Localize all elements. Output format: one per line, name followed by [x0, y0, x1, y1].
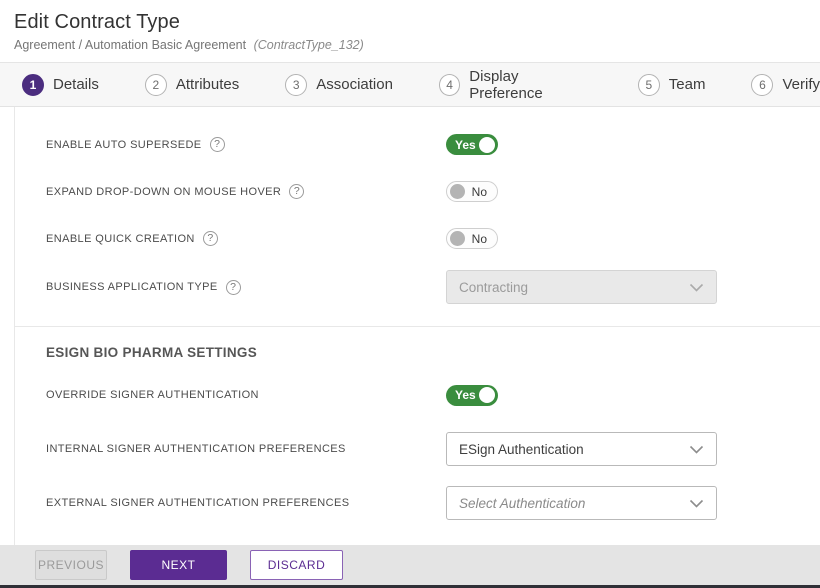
form-row-override-signer-authentication: OVERRIDE SIGNER AUTHENTICATION Yes — [46, 368, 820, 422]
field-label-wrap: EXPAND DROP-DOWN ON MOUSE HOVER ? — [46, 184, 446, 199]
field-label-wrap: ENABLE QUICK CREATION ? — [46, 231, 446, 246]
breadcrumb: Agreement / Automation Basic Agreement (… — [14, 38, 820, 52]
page-header: Edit Contract Type Agreement / Automatio… — [0, 0, 820, 62]
esign-bio-pharma-section-title: ESIGN BIO PHARMA SETTINGS — [46, 345, 258, 360]
help-icon[interactable]: ? — [225, 279, 241, 295]
select-placeholder: Select Authentication — [459, 495, 586, 511]
details-form: ENABLE AUTO SUPERSEDE ? Yes EXPAND DROP-… — [14, 107, 820, 545]
section-divider — [15, 326, 820, 327]
internal-signer-authentication-select[interactable]: ESign Authentication — [446, 432, 717, 466]
breadcrumb-contract-type-id: (ContractType_132) — [253, 38, 364, 52]
field-label: EXTERNAL SIGNER AUTHENTICATION PREFERENC… — [46, 497, 350, 509]
business-application-type-select: Contracting — [446, 270, 717, 304]
toggle-state-label: No — [471, 231, 487, 246]
toggle-knob — [479, 387, 495, 403]
step-number: 2 — [144, 73, 167, 96]
field-label-wrap: OVERRIDE SIGNER AUTHENTICATION — [46, 389, 446, 401]
step-attributes[interactable]: 2 Attributes — [144, 73, 240, 96]
step-details[interactable]: 1 Details — [22, 73, 99, 96]
next-button[interactable]: NEXT — [130, 550, 227, 580]
form-row-internal-signer-auth-preferences: INTERNAL SIGNER AUTHENTICATION PREFERENC… — [46, 422, 820, 476]
form-row-enable-quick-creation: ENABLE QUICK CREATION ? No — [46, 215, 820, 262]
wizard-footer: PREVIOUS NEXT DISCARD — [0, 545, 820, 585]
field-label: ENABLE AUTO SUPERSEDE — [46, 138, 202, 151]
form-row-business-application-type: BUSINESS APPLICATION TYPE ? Contracting — [46, 262, 820, 312]
step-label: Details — [53, 76, 99, 93]
help-icon[interactable]: ? — [209, 137, 225, 152]
override-signer-authentication-toggle[interactable]: Yes — [446, 384, 498, 406]
step-label: Association — [316, 76, 393, 93]
toggle-state-label: Yes — [455, 388, 476, 402]
step-label: Verify — [782, 76, 820, 93]
chevron-down-icon — [689, 283, 704, 292]
step-label: Attributes — [175, 76, 240, 93]
breadcrumb-path: Agreement / Automation Basic Agreement — [14, 38, 247, 52]
chevron-down-icon — [689, 499, 704, 508]
step-number: 6 — [751, 73, 774, 96]
step-association[interactable]: 3 Association — [285, 73, 393, 96]
form-row-external-signer-auth-preferences: EXTERNAL SIGNER AUTHENTICATION PREFERENC… — [46, 476, 820, 530]
step-number: 3 — [285, 73, 308, 96]
help-icon[interactable]: ? — [202, 231, 218, 246]
form-row-enable-auto-supersede: ENABLE AUTO SUPERSEDE ? Yes — [46, 121, 820, 168]
field-label-wrap: ENABLE AUTO SUPERSEDE ? — [46, 137, 446, 152]
step-label: Display Preference — [469, 67, 543, 102]
enable-auto-supersede-toggle[interactable]: Yes — [446, 134, 498, 155]
toggle-knob — [450, 184, 465, 199]
chevron-down-icon — [689, 445, 704, 454]
field-label: OVERRIDE SIGNER AUTHENTICATION — [46, 389, 259, 401]
step-team[interactable]: 5 Team — [637, 73, 706, 96]
step-label: Team — [668, 76, 706, 93]
field-label: ENABLE QUICK CREATION — [46, 232, 195, 245]
page-title: Edit Contract Type — [14, 11, 180, 33]
wizard-stepper: 1 Details 2 Attributes 3 Association 4 D… — [0, 62, 820, 107]
field-label-wrap: EXTERNAL SIGNER AUTHENTICATION PREFERENC… — [46, 497, 446, 509]
enable-quick-creation-toggle[interactable]: No — [446, 228, 498, 249]
field-label: INTERNAL SIGNER AUTHENTICATION PREFERENC… — [46, 443, 346, 455]
toggle-knob — [450, 231, 465, 246]
discard-button[interactable]: DISCARD — [250, 550, 343, 580]
step-verify[interactable]: 6 Verify — [751, 73, 820, 96]
toggle-knob — [479, 136, 495, 153]
step-number: 4 — [438, 73, 461, 96]
external-signer-authentication-select[interactable]: Select Authentication — [446, 486, 717, 520]
field-label-wrap: INTERNAL SIGNER AUTHENTICATION PREFERENC… — [46, 443, 446, 455]
previous-button: PREVIOUS — [35, 550, 107, 580]
field-label: BUSINESS APPLICATION TYPE — [46, 281, 218, 293]
help-icon[interactable]: ? — [289, 184, 305, 199]
step-number: 5 — [637, 73, 660, 96]
toggle-state-label: Yes — [455, 137, 476, 152]
expand-dropdown-on-hover-toggle[interactable]: No — [446, 181, 498, 202]
step-display-preference[interactable]: 4 Display Preference — [438, 67, 592, 102]
select-value: ESign Authentication — [459, 441, 584, 457]
toggle-state-label: No — [471, 184, 487, 199]
form-row-expand-dropdown-on-hover: EXPAND DROP-DOWN ON MOUSE HOVER ? No — [46, 168, 820, 215]
window-bottom-edge — [0, 585, 820, 588]
field-label-wrap: BUSINESS APPLICATION TYPE ? — [46, 279, 446, 295]
select-value: Contracting — [459, 279, 529, 295]
field-label: EXPAND DROP-DOWN ON MOUSE HOVER — [46, 185, 282, 198]
step-number: 1 — [22, 73, 44, 96]
